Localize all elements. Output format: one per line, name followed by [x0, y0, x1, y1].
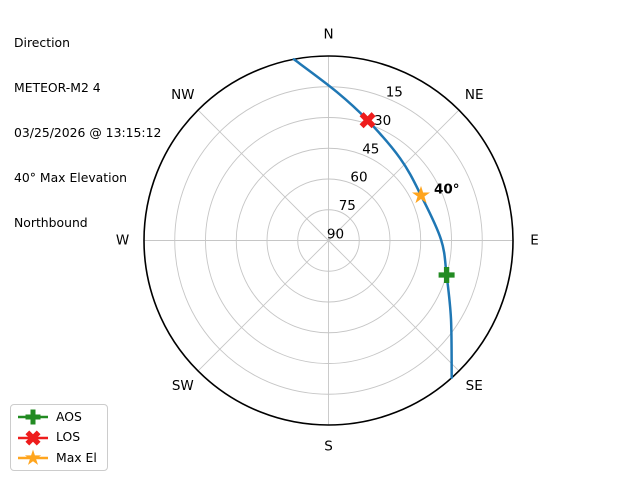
legend-label-los: LOS: [56, 429, 81, 445]
los-marker: [359, 112, 376, 129]
elevation-tick-label-45: 45: [362, 141, 379, 157]
pass-direction-heading: Direction: [14, 35, 70, 50]
legend-label-aos: AOS: [56, 408, 82, 424]
compass-label-sw: SW: [172, 378, 194, 394]
compass-label-s: S: [324, 439, 333, 455]
los-legend-marker: [25, 430, 41, 446]
legend: AOS LOS Max El: [10, 404, 108, 472]
pass-datetime: 03/25/2026 @ 13:15:12: [14, 125, 162, 140]
aos-marker-icon: [18, 409, 48, 425]
max-el-marker-icon: [18, 449, 48, 465]
max-elevation-annotation: 40°: [434, 181, 460, 197]
azimuth-spoke-ne: [328, 109, 460, 241]
max-el-legend-marker: [24, 449, 42, 465]
azimuth-spoke-nw: [197, 109, 329, 241]
pass-info-block: Direction METEOR-M2 4 03/25/2026 @ 13:15…: [14, 5, 161, 245]
los-marker-icon: [18, 430, 48, 446]
legend-label-maxel: Max El: [56, 449, 97, 465]
max-el-marker: [411, 185, 431, 204]
pass-heading-text: Northbound: [14, 215, 88, 230]
legend-item-los: LOS: [16, 427, 107, 447]
compass-label-w: W: [116, 233, 129, 249]
compass-label-nw: NW: [171, 87, 194, 103]
satellite-track: [292, 58, 453, 380]
azimuth-spoke-sw: [197, 240, 329, 372]
elevation-tick-label-60: 60: [350, 170, 367, 186]
elevation-tick-label-75: 75: [339, 198, 356, 214]
legend-item-aos: AOS: [16, 407, 107, 427]
compass-label-se: SE: [466, 378, 483, 394]
elevation-tick-label-15: 15: [386, 85, 403, 101]
horizon-circle: [143, 55, 514, 426]
compass-label-ne: NE: [465, 87, 484, 103]
aos-legend-marker: [25, 409, 41, 425]
satellite-name: METEOR-M2 4: [14, 80, 101, 95]
legend-item-maxel: Max El: [16, 448, 107, 468]
compass-label-e: E: [530, 233, 539, 249]
elevation-tick-label-30: 30: [374, 113, 391, 129]
max-elevation-text: 40° Max Elevation: [14, 170, 128, 185]
elevation-tick-label-90: 90: [327, 227, 344, 243]
aos-marker: [438, 267, 455, 283]
azimuth-spoke-se: [328, 240, 460, 372]
compass-label-n: N: [323, 27, 333, 43]
